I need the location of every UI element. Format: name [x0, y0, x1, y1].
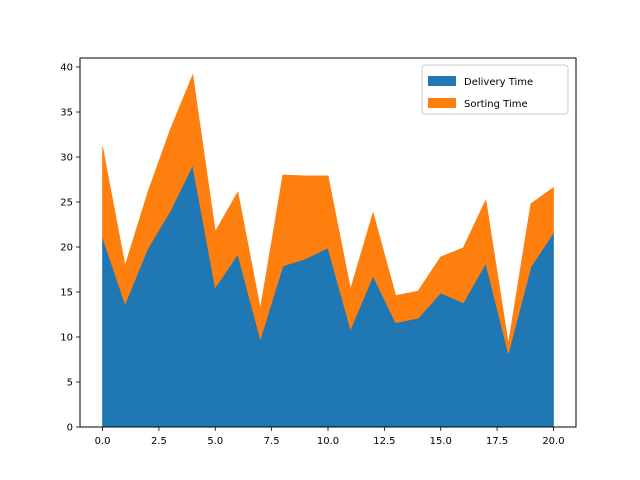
- y-tick-label: 30: [60, 153, 73, 164]
- x-tick-label: 7.5: [264, 436, 280, 447]
- x-tick-label: 17.5: [486, 436, 508, 447]
- axes: 0.0 2.5 5.0 7.5 10.0 12.5 15.0 17.5 20.0 0 5 10 15 20…: [60, 57, 577, 447]
- x-tick-label: 2.5: [151, 436, 167, 447]
- x-tick-label: 12.5: [373, 436, 395, 447]
- x-tick-label: 0.0: [95, 436, 111, 447]
- y-tick-label: 20: [60, 243, 73, 254]
- legend-label: Sorting Time: [464, 99, 528, 110]
- y-tick-label: 5: [67, 378, 73, 389]
- x-tick-label: 10.0: [317, 436, 339, 447]
- y-tick-label: 10: [60, 333, 73, 344]
- y-tick-label: 15: [60, 288, 73, 299]
- legend-swatch: [428, 76, 456, 86]
- x-tick-label: 15.0: [430, 436, 452, 447]
- area-series-sorting-time: [102, 73, 554, 354]
- y-tick-label: 35: [60, 108, 73, 119]
- legend-label: Delivery Time: [464, 77, 533, 88]
- legend-swatch: [428, 98, 456, 108]
- legend: Delivery Time Sorting Time: [421, 64, 569, 115]
- y-tick-label: 0: [67, 423, 73, 434]
- x-tick-label: 5.0: [207, 436, 223, 447]
- x-tick-label: 20.0: [542, 436, 564, 447]
- y-tick-label: 40: [60, 63, 73, 74]
- legend-box: [421, 64, 569, 115]
- y-tick-label: 25: [60, 198, 73, 209]
